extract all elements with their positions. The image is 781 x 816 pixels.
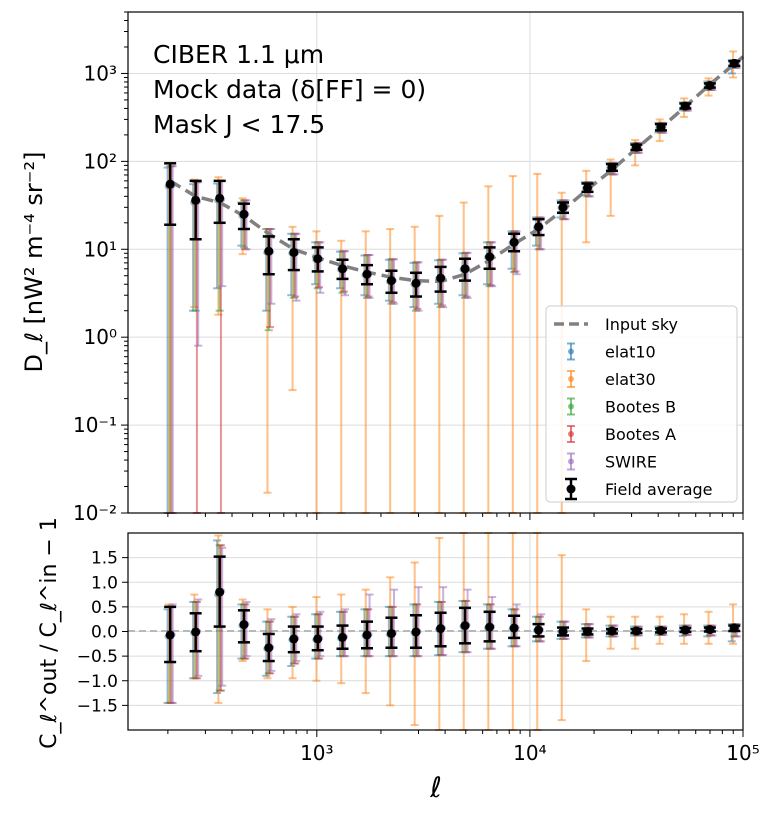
legend-marker-bootes-b-point bbox=[568, 403, 574, 410]
field-average-point bbox=[264, 246, 274, 256]
bottom-y-tick-label: −1.0 bbox=[77, 672, 118, 692]
ratio-field-average-point bbox=[289, 634, 299, 644]
field-average-point bbox=[289, 247, 299, 257]
field-average-point bbox=[729, 58, 739, 68]
bottom-y-axis: −1.5 −1.0 −0.5 0.0 0.5 1.0 1.5 bbox=[77, 549, 128, 716]
bottom-x-axis: 10³ 10⁴ 10⁵ bbox=[167, 730, 760, 765]
ratio-field-average-point bbox=[338, 632, 348, 642]
ratio-field-average-point bbox=[729, 623, 739, 633]
legend-marker-field-average-point bbox=[566, 484, 576, 494]
field-average-point bbox=[215, 193, 225, 203]
legend-marker-bootes-a-point bbox=[568, 431, 574, 437]
bottom-y-tick-label: 0.5 bbox=[91, 598, 118, 618]
field-average-point bbox=[582, 183, 592, 193]
top-x-ticks bbox=[167, 513, 744, 520]
legend-label-elat10: elat10 bbox=[605, 343, 656, 362]
x-tick-label: 10⁴ bbox=[513, 741, 546, 765]
legend: Input sky elat10 elat30 Bootes B Bootes A SWI… bbox=[545, 305, 738, 503]
field-average-point bbox=[313, 254, 323, 264]
field-average-point bbox=[460, 264, 470, 274]
x-axis-label: ℓ bbox=[429, 771, 442, 804]
ratio-field-average-point bbox=[460, 621, 470, 631]
input-sky-curve bbox=[169, 55, 745, 284]
field-average-point bbox=[607, 163, 617, 173]
legend-box bbox=[545, 305, 738, 503]
legend-label-bootes-b: Bootes B bbox=[605, 398, 676, 417]
ratio-field-average-point bbox=[558, 627, 568, 636]
field-average-point bbox=[338, 264, 348, 274]
field-average-point bbox=[239, 209, 249, 219]
field-average-point bbox=[558, 202, 568, 212]
top-panel: 10⁻² 10⁻¹ 10⁰ 10¹ 10² 10³ CIBER 1.1 μm Mock d… bbox=[20, 11, 745, 525]
legend-marker-elat10-point bbox=[568, 348, 574, 355]
top-y-tick-label: 10² bbox=[84, 149, 117, 173]
bottom-y-tick-label: −0.5 bbox=[77, 647, 118, 667]
ratio-field-average-point bbox=[313, 634, 323, 644]
ratio-field-average-point bbox=[436, 624, 446, 634]
top-y-tick-label: 10³ bbox=[84, 61, 117, 85]
ratio-field-average-point bbox=[680, 625, 690, 635]
ratio-field-average-point bbox=[534, 625, 544, 635]
bottom-y-tick-label: −1.5 bbox=[77, 696, 118, 716]
ratio-field-average-point bbox=[582, 627, 592, 636]
legend-label-elat30: elat30 bbox=[605, 370, 656, 389]
field-average-point bbox=[411, 278, 421, 288]
ratio-field-average-point bbox=[485, 622, 495, 632]
legend-marker-elat30-point bbox=[568, 376, 574, 382]
x-tick-label: 10⁵ bbox=[726, 741, 759, 765]
field-average-point bbox=[485, 252, 495, 262]
ratio-field-average-point bbox=[411, 627, 421, 637]
legend-label-field-average: Field average bbox=[605, 480, 713, 499]
ratio-field-average-point bbox=[607, 626, 617, 636]
ratio-field-average-point bbox=[362, 630, 372, 640]
top-y-tick-label: 10⁰ bbox=[84, 325, 117, 349]
field-average-point bbox=[191, 195, 201, 205]
top-y-tick-label: 10⁻² bbox=[73, 501, 117, 525]
field-average-points bbox=[164, 58, 741, 298]
ratio-field-average-point bbox=[631, 626, 641, 636]
legend-label-swire: SWIRE bbox=[605, 453, 657, 472]
bottom-field-average-points bbox=[164, 555, 741, 664]
field-average-point bbox=[680, 101, 690, 111]
ratio-field-average-point bbox=[705, 625, 715, 635]
top-y-axis: 10⁻² 10⁻¹ 10⁰ 10¹ 10² 10³ bbox=[73, 11, 128, 525]
annotation-line-1: CIBER 1.1 μm bbox=[153, 40, 324, 69]
ratio-field-average-point bbox=[509, 623, 519, 633]
bottom-panel: −1.5 −1.0 −0.5 0.0 0.5 1.0 1.5 10³ 10⁴ 10⁵ C_ℓ^o… bbox=[37, 517, 760, 804]
field-average-point bbox=[436, 273, 446, 283]
field-average-point bbox=[656, 122, 666, 132]
field-average-point bbox=[631, 142, 641, 152]
field-average-point bbox=[534, 222, 544, 232]
top-y-tick-label: 10⁻¹ bbox=[73, 413, 117, 437]
input-sky-line bbox=[169, 55, 745, 284]
legend-label-input-sky: Input sky bbox=[605, 315, 678, 334]
top-y-axis-label: D_ℓ [nW² m⁻⁴ sr⁻²] bbox=[20, 152, 48, 373]
field-average-point bbox=[509, 237, 519, 247]
legend-label-bootes-a: Bootes A bbox=[605, 425, 676, 444]
ratio-field-average-point bbox=[239, 620, 249, 630]
ratio-field-average-point bbox=[165, 630, 175, 640]
field-average-point bbox=[362, 269, 372, 279]
ratio-field-average-point bbox=[191, 627, 201, 637]
field-average-point bbox=[386, 276, 396, 286]
bottom-y-axis-label: C_ℓ^out / C_ℓ^in − 1 bbox=[37, 517, 62, 749]
bottom-y-tick-label: 1.5 bbox=[91, 549, 118, 569]
bottom-y-tick-label: 0.0 bbox=[91, 623, 118, 643]
annotation-line-3: Mask J < 17.5 bbox=[153, 110, 325, 139]
ratio-field-average-point bbox=[264, 643, 274, 653]
x-tick-label: 10³ bbox=[300, 741, 333, 765]
ratio-field-average-point bbox=[386, 628, 396, 638]
top-y-tick-label: 10¹ bbox=[84, 237, 117, 261]
bottom-y-tick-label: 1.0 bbox=[91, 573, 118, 593]
legend-items: Input sky elat10 elat30 Bootes B Bootes A SWI… bbox=[554, 315, 713, 501]
field-average-point bbox=[165, 179, 175, 189]
ratio-field-average-point bbox=[656, 626, 666, 636]
legend-marker-swire-point bbox=[568, 458, 574, 465]
annotation-line-2: Mock data (δ[FF] = 0) bbox=[153, 75, 426, 104]
field-average-point bbox=[705, 80, 715, 90]
ratio-field-average-point bbox=[215, 587, 225, 597]
